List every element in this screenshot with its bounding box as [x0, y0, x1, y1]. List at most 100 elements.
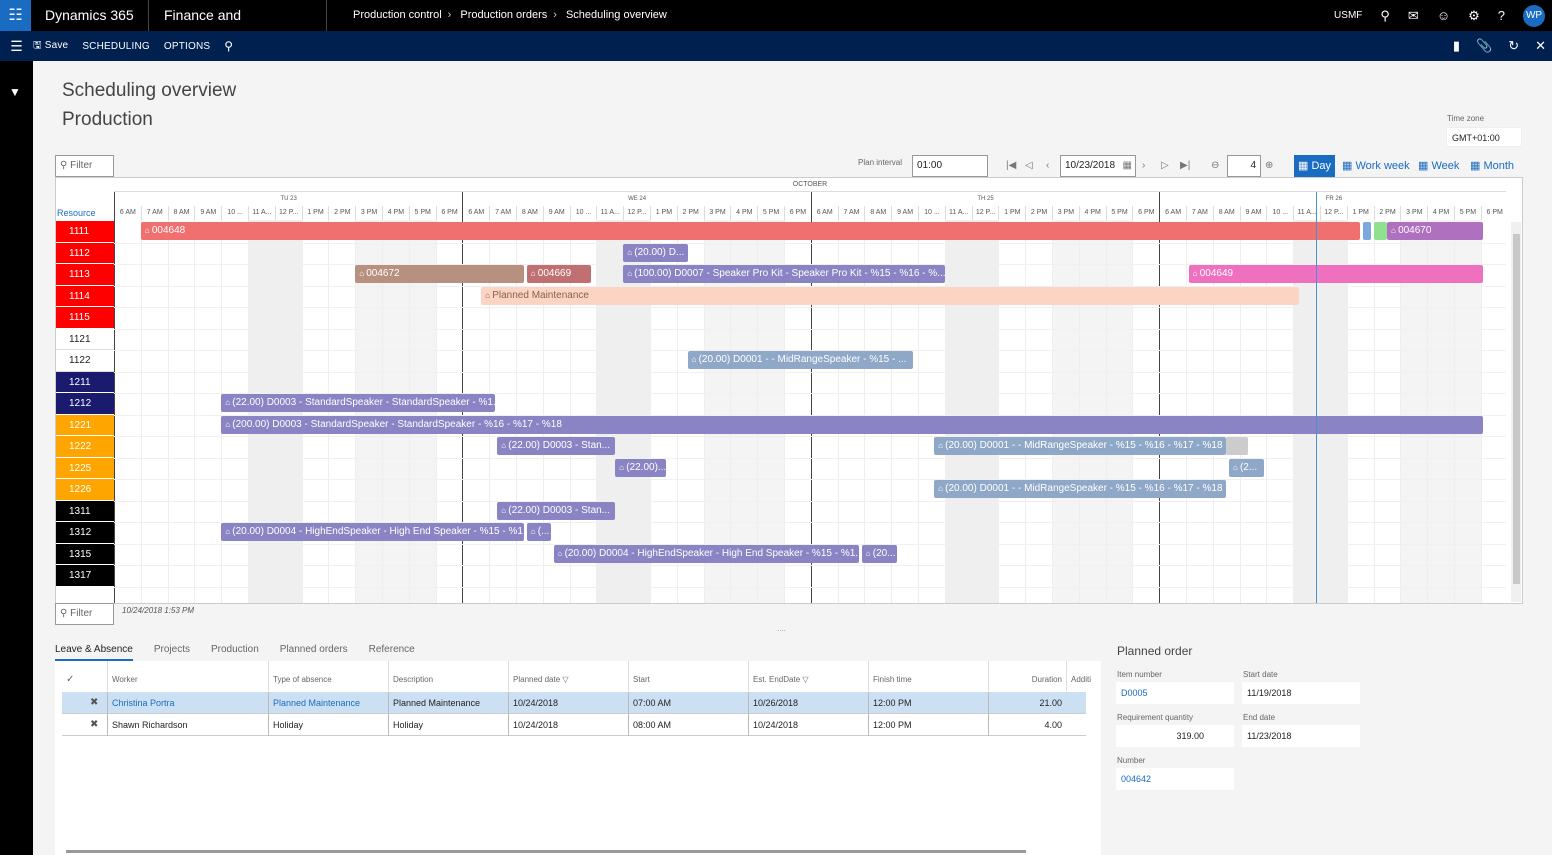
production-order-bar[interactable]: ⌂ (22.00) D0003 - Stan... [497, 437, 616, 455]
production-order-bar[interactable]: ⌂ (20.00) D0004 - HighEndSpeaker - High … [553, 544, 860, 563]
next-page-icon[interactable]: ▷ [1161, 160, 1169, 171]
scrollbar-thumb[interactable] [1513, 234, 1520, 584]
tab-leave-absence[interactable]: Leave & Absence [55, 644, 133, 661]
production-order-bar[interactable]: ⌂ (100.00) D0007 - Speaker Pro Kit - Spe… [623, 265, 945, 283]
view-workweek-button[interactable]: ▦ Work week [1342, 160, 1410, 172]
number-field[interactable]: 004642 [1116, 768, 1234, 790]
splitter-handle[interactable]: .... [777, 624, 786, 633]
tab-projects[interactable]: Projects [153, 644, 190, 655]
col-additional[interactable]: Additi [1066, 661, 1096, 691]
resource-filter-input[interactable]: ⚲ Filter [55, 603, 114, 625]
resource-row-1114[interactable]: 1114 [56, 285, 114, 307]
cell-worker[interactable]: Christina Portra [107, 692, 268, 714]
zoom-in-icon[interactable]: ⊕ [1265, 160, 1274, 171]
select-all-checkmark-icon[interactable]: ✓ [66, 674, 75, 685]
settings-gear-icon[interactable]: ⚙ [1468, 7, 1480, 23]
col-duration[interactable]: Duration [988, 661, 1066, 691]
day-header[interactable]: TH 25 [810, 192, 1159, 206]
col-worker[interactable]: Worker [107, 661, 268, 691]
col-description[interactable]: Description [388, 661, 508, 691]
filter-icon[interactable]: ▽ [562, 675, 569, 684]
resource-row-1222[interactable]: 1222 [56, 436, 114, 458]
view-month-button[interactable]: ▦ Month [1470, 160, 1515, 172]
search-icon[interactable]: ⚲ [1380, 7, 1390, 23]
cell-worker[interactable]: Shawn Richardson [107, 714, 268, 736]
resource-row-1122[interactable]: 1122 [56, 350, 114, 372]
filter-funnel-icon[interactable]: ▼ [9, 85, 21, 99]
resource-row-1112[interactable]: 1112 [56, 242, 114, 264]
cell-type[interactable]: Holiday [268, 714, 388, 736]
col-finish[interactable]: Finish time [868, 661, 988, 691]
production-order-bar[interactable]: ⌂ (200.00) D0003 - StandardSpeaker - Sta… [221, 415, 1484, 434]
resource-row-1311[interactable]: 1311 [56, 500, 114, 522]
resource-row-1111[interactable]: 1111 [56, 221, 114, 243]
production-order-bar[interactable] [1226, 437, 1248, 455]
grid-horizontal-scrollbar[interactable] [66, 850, 1026, 853]
resource-row-1113[interactable]: 1113 [56, 264, 114, 286]
app-launcher-icon[interactable]: ☷ [0, 0, 31, 31]
resource-row-1226[interactable]: 1226 [56, 479, 114, 501]
date-picker[interactable]: 10/23/2018 ▦ [1060, 155, 1136, 177]
help-icon[interactable]: ? [1497, 8, 1505, 23]
next-icon[interactable]: › [1142, 160, 1146, 171]
col-planned-date[interactable]: Planned date ▽ [508, 661, 628, 691]
resource-row-1225[interactable]: 1225 [56, 457, 114, 479]
production-order-bar[interactable]: ⌂ 004669 [526, 265, 592, 283]
action-search-icon[interactable]: ⚲ [224, 39, 234, 53]
production-order-bar[interactable]: ⌂ (22.00) D0003 - Stan... [497, 501, 616, 520]
production-order-bar[interactable]: ⌂ (20... [861, 544, 897, 563]
resource-row-1211[interactable]: 1211 [56, 371, 114, 393]
production-order-bar[interactable] [1373, 222, 1387, 240]
previous-icon[interactable]: ‹ [1046, 160, 1050, 171]
view-week-button[interactable]: ▦ Week [1418, 160, 1460, 172]
view-day-button[interactable]: ▦ Day [1294, 155, 1336, 177]
office-icon[interactable]: ▮ [1452, 38, 1460, 53]
resource-row-1115[interactable]: 1115 [56, 307, 114, 329]
production-order-bar[interactable]: ⌂ (20.00) D0004 - HighEndSpeaker - High … [221, 523, 525, 541]
production-order-bar[interactable]: ⌂ 004648 [140, 222, 1361, 240]
attachment-icon[interactable]: 📎 [1476, 38, 1493, 53]
company-selector[interactable]: USMF [1334, 10, 1363, 21]
module-name[interactable]: Finance and Operations [150, 0, 327, 54]
avatar[interactable]: WP [1523, 4, 1545, 27]
resource-row-1317[interactable]: 1317 [56, 565, 114, 587]
close-icon[interactable]: ✕ [1535, 38, 1546, 53]
production-order-bar[interactable] [1362, 222, 1371, 240]
gantt-vertical-scrollbar[interactable] [1511, 222, 1521, 602]
table-row[interactable]: ✖ Shawn Richardson Holiday Holiday 10/24… [62, 714, 1086, 736]
cell-type[interactable]: Planned Maintenance [268, 692, 388, 714]
resource-column-header[interactable]: Resource [57, 208, 96, 218]
col-start[interactable]: Start [628, 661, 748, 691]
item-number-field[interactable]: D0005 [1116, 682, 1234, 704]
first-page-icon[interactable]: |◀ [1006, 160, 1017, 171]
timezone-field[interactable]: GMT+01:00 [1446, 127, 1522, 147]
production-order-bar[interactable]: ⌂ Planned Maintenance [481, 286, 1299, 305]
production-order-bar[interactable]: ⌂ (20.00) D0001 - - MidRangeSpeaker - %1… [934, 437, 1227, 455]
options-tab[interactable]: OPTIONS [163, 40, 211, 52]
zoom-out-icon[interactable]: ⊖ [1211, 160, 1220, 171]
plan-interval-input[interactable]: 01:00 [912, 155, 988, 177]
zoom-input[interactable]: 4 [1227, 155, 1261, 177]
day-header[interactable]: FR 26 [1159, 192, 1507, 206]
tab-reference[interactable]: Reference [368, 644, 415, 655]
hamburger-menu-icon[interactable]: ☰ [10, 37, 23, 54]
gantt-filter-input[interactable]: ⚲ Filter [55, 155, 114, 177]
last-page-icon[interactable]: ▶| [1180, 160, 1191, 171]
calendar-icon[interactable]: ▦ [1122, 160, 1132, 171]
production-order-bar[interactable]: ⌂ (22.00) D0003 - StandardSpeaker - Stan… [221, 394, 495, 412]
production-order-bar[interactable]: ⌂ (22.00)... [615, 458, 667, 477]
scheduling-tab[interactable]: SCHEDULING [82, 40, 150, 52]
breadcrumb-scheduling-overview[interactable]: Scheduling overview [565, 9, 667, 21]
production-order-bar[interactable]: ⌂ (20.00) D0001 - - MidRangeSpeaker - %1… [934, 480, 1227, 498]
breadcrumb-production-control[interactable]: Production control [353, 9, 442, 21]
breadcrumb-production-orders[interactable]: Production orders [460, 9, 548, 21]
feedback-smiley-icon[interactable]: ☺ [1436, 8, 1451, 23]
day-header[interactable]: TU 23 [114, 192, 462, 206]
end-date-field[interactable]: 11/23/2018 [1242, 725, 1360, 747]
production-order-bar[interactable]: ⌂ (20.00) D0001 - - MidRangeSpeaker - %1… [687, 351, 913, 369]
resource-row-1312[interactable]: 1312 [56, 522, 114, 544]
production-order-bar[interactable]: ⌂ 004672 [355, 265, 525, 283]
filter-icon[interactable]: ▽ [802, 675, 809, 684]
message-icon[interactable]: ✉ [1407, 7, 1419, 23]
day-header[interactable]: WE 24 [462, 192, 810, 206]
